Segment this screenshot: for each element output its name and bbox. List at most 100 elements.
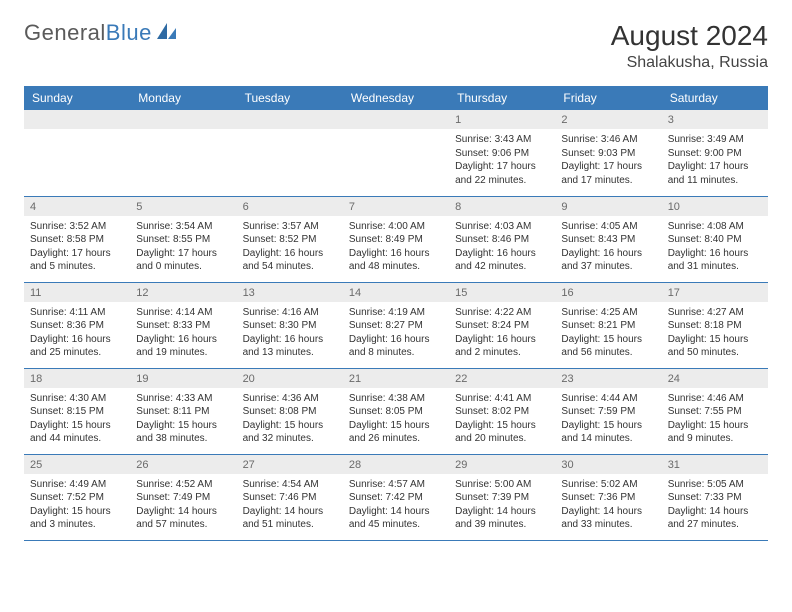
daylight1-text: Daylight: 17 hours	[561, 160, 655, 174]
sunrise-text: Sunrise: 5:02 AM	[561, 478, 655, 492]
calendar-cell: 7Sunrise: 4:00 AMSunset: 8:49 PMDaylight…	[343, 196, 449, 282]
daylight2-text: and 38 minutes.	[136, 432, 230, 446]
cell-body: Sunrise: 4:16 AMSunset: 8:30 PMDaylight:…	[237, 302, 343, 364]
daylight1-text: Daylight: 16 hours	[668, 247, 762, 261]
day-number: 28	[343, 455, 449, 474]
day-number: 18	[24, 369, 130, 388]
calendar-cell: 24Sunrise: 4:46 AMSunset: 7:55 PMDayligh…	[662, 368, 768, 454]
daylight1-text: Daylight: 15 hours	[30, 505, 124, 519]
sunset-text: Sunset: 7:39 PM	[455, 491, 549, 505]
day-number: 13	[237, 283, 343, 302]
sunset-text: Sunset: 8:24 PM	[455, 319, 549, 333]
daylight2-text: and 44 minutes.	[30, 432, 124, 446]
daylight1-text: Daylight: 16 hours	[136, 333, 230, 347]
day-header: Tuesday	[237, 86, 343, 110]
cell-body: Sunrise: 4:54 AMSunset: 7:46 PMDaylight:…	[237, 474, 343, 536]
sunrise-text: Sunrise: 4:30 AM	[30, 392, 124, 406]
day-number: 6	[237, 197, 343, 216]
sunrise-text: Sunrise: 3:57 AM	[243, 220, 337, 234]
cell-body: Sunrise: 4:52 AMSunset: 7:49 PMDaylight:…	[130, 474, 236, 536]
sunset-text: Sunset: 8:46 PM	[455, 233, 549, 247]
sunrise-text: Sunrise: 4:33 AM	[136, 392, 230, 406]
logo-sail-icon	[156, 20, 178, 46]
day-number: 30	[555, 455, 661, 474]
daylight1-text: Daylight: 16 hours	[243, 247, 337, 261]
day-number	[237, 110, 343, 129]
sunset-text: Sunset: 7:49 PM	[136, 491, 230, 505]
daylight1-text: Daylight: 14 hours	[455, 505, 549, 519]
day-number: 10	[662, 197, 768, 216]
calendar-cell: 3Sunrise: 3:49 AMSunset: 9:00 PMDaylight…	[662, 110, 768, 196]
sunset-text: Sunset: 7:36 PM	[561, 491, 655, 505]
sunset-text: Sunset: 8:40 PM	[668, 233, 762, 247]
daylight1-text: Daylight: 14 hours	[349, 505, 443, 519]
daylight1-text: Daylight: 17 hours	[30, 247, 124, 261]
sunrise-text: Sunrise: 3:43 AM	[455, 133, 549, 147]
day-number: 11	[24, 283, 130, 302]
cell-body: Sunrise: 4:46 AMSunset: 7:55 PMDaylight:…	[662, 388, 768, 450]
day-number: 29	[449, 455, 555, 474]
sunrise-text: Sunrise: 4:54 AM	[243, 478, 337, 492]
daylight2-text: and 17 minutes.	[561, 174, 655, 188]
cell-body: Sunrise: 3:57 AMSunset: 8:52 PMDaylight:…	[237, 216, 343, 278]
sunrise-text: Sunrise: 4:57 AM	[349, 478, 443, 492]
calendar-cell: 22Sunrise: 4:41 AMSunset: 8:02 PMDayligh…	[449, 368, 555, 454]
sunrise-text: Sunrise: 3:52 AM	[30, 220, 124, 234]
cell-body: Sunrise: 4:44 AMSunset: 7:59 PMDaylight:…	[555, 388, 661, 450]
daylight2-text: and 51 minutes.	[243, 518, 337, 532]
day-header: Thursday	[449, 86, 555, 110]
calendar-cell: 23Sunrise: 4:44 AMSunset: 7:59 PMDayligh…	[555, 368, 661, 454]
sunrise-text: Sunrise: 4:14 AM	[136, 306, 230, 320]
calendar-cell: 11Sunrise: 4:11 AMSunset: 8:36 PMDayligh…	[24, 282, 130, 368]
cell-body: Sunrise: 4:08 AMSunset: 8:40 PMDaylight:…	[662, 216, 768, 278]
calendar-week-row: 25Sunrise: 4:49 AMSunset: 7:52 PMDayligh…	[24, 454, 768, 540]
daylight2-text: and 5 minutes.	[30, 260, 124, 274]
sunrise-text: Sunrise: 4:08 AM	[668, 220, 762, 234]
cell-body: Sunrise: 4:03 AMSunset: 8:46 PMDaylight:…	[449, 216, 555, 278]
logo-text-gray: General	[24, 20, 106, 46]
daylight2-text: and 14 minutes.	[561, 432, 655, 446]
cell-body: Sunrise: 3:52 AMSunset: 8:58 PMDaylight:…	[24, 216, 130, 278]
daylight1-text: Daylight: 14 hours	[136, 505, 230, 519]
sunrise-text: Sunrise: 4:19 AM	[349, 306, 443, 320]
cell-body: Sunrise: 5:05 AMSunset: 7:33 PMDaylight:…	[662, 474, 768, 536]
day-number: 21	[343, 369, 449, 388]
day-number: 26	[130, 455, 236, 474]
daylight2-text: and 0 minutes.	[136, 260, 230, 274]
calendar-cell	[24, 110, 130, 196]
sunrise-text: Sunrise: 4:41 AM	[455, 392, 549, 406]
cell-body: Sunrise: 4:38 AMSunset: 8:05 PMDaylight:…	[343, 388, 449, 450]
sunrise-text: Sunrise: 4:16 AM	[243, 306, 337, 320]
sunrise-text: Sunrise: 4:44 AM	[561, 392, 655, 406]
sunset-text: Sunset: 8:52 PM	[243, 233, 337, 247]
daylight2-text: and 27 minutes.	[668, 518, 762, 532]
day-number: 31	[662, 455, 768, 474]
sunrise-text: Sunrise: 4:11 AM	[30, 306, 124, 320]
calendar-cell: 1Sunrise: 3:43 AMSunset: 9:06 PMDaylight…	[449, 110, 555, 196]
sunrise-text: Sunrise: 4:52 AM	[136, 478, 230, 492]
daylight1-text: Daylight: 15 hours	[668, 419, 762, 433]
sunset-text: Sunset: 7:46 PM	[243, 491, 337, 505]
calendar-cell: 19Sunrise: 4:33 AMSunset: 8:11 PMDayligh…	[130, 368, 236, 454]
cell-body: Sunrise: 4:25 AMSunset: 8:21 PMDaylight:…	[555, 302, 661, 364]
calendar-cell: 12Sunrise: 4:14 AMSunset: 8:33 PMDayligh…	[130, 282, 236, 368]
daylight2-text: and 32 minutes.	[243, 432, 337, 446]
day-number: 9	[555, 197, 661, 216]
calendar-week-row: 11Sunrise: 4:11 AMSunset: 8:36 PMDayligh…	[24, 282, 768, 368]
daylight1-text: Daylight: 17 hours	[668, 160, 762, 174]
cell-body: Sunrise: 3:46 AMSunset: 9:03 PMDaylight:…	[555, 129, 661, 191]
sunrise-text: Sunrise: 4:27 AM	[668, 306, 762, 320]
day-header: Monday	[130, 86, 236, 110]
cell-body: Sunrise: 4:49 AMSunset: 7:52 PMDaylight:…	[24, 474, 130, 536]
daylight1-text: Daylight: 16 hours	[349, 333, 443, 347]
daylight2-text: and 3 minutes.	[30, 518, 124, 532]
sunrise-text: Sunrise: 4:46 AM	[668, 392, 762, 406]
day-number	[130, 110, 236, 129]
daylight1-text: Daylight: 16 hours	[243, 333, 337, 347]
sunrise-text: Sunrise: 4:25 AM	[561, 306, 655, 320]
day-number: 24	[662, 369, 768, 388]
calendar-cell: 9Sunrise: 4:05 AMSunset: 8:43 PMDaylight…	[555, 196, 661, 282]
cell-body: Sunrise: 4:00 AMSunset: 8:49 PMDaylight:…	[343, 216, 449, 278]
sunset-text: Sunset: 8:58 PM	[30, 233, 124, 247]
sunrise-text: Sunrise: 4:38 AM	[349, 392, 443, 406]
